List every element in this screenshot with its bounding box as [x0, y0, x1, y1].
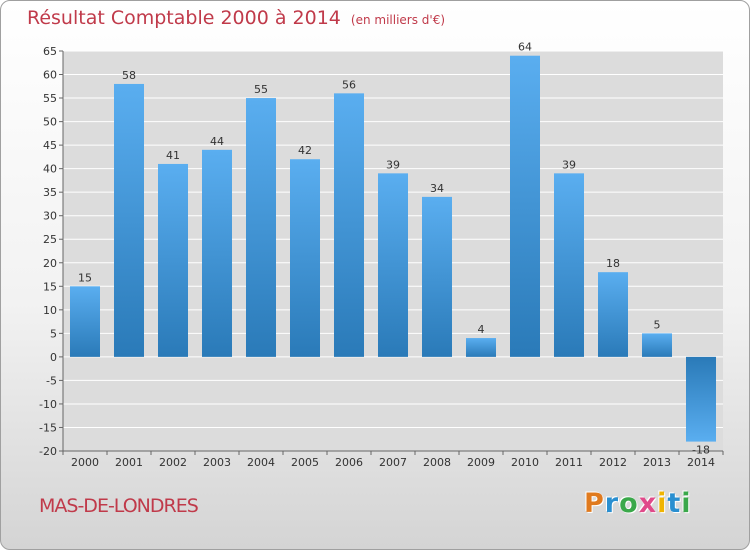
y-tick-label: 30 [43, 210, 57, 223]
x-tick-label: 2005 [291, 456, 319, 469]
data-label-2002: 41 [166, 149, 180, 162]
y-tick-label: 25 [43, 233, 57, 246]
x-tick-label: 2013 [643, 456, 671, 469]
x-tick-label: 2009 [467, 456, 495, 469]
data-label-2006: 56 [342, 78, 356, 91]
logo-letter: P [584, 488, 605, 519]
data-label-2011: 39 [562, 158, 576, 171]
x-tick-label: 2002 [159, 456, 187, 469]
data-labels: 15 58 41 44 55 42 56 39 34 4 64 39 18 5 -18 [78, 41, 710, 457]
proxiti-logo: Proxiti [584, 488, 692, 519]
y-tick-label: 60 [43, 69, 57, 82]
y-tick-label: 35 [43, 186, 57, 199]
y-tick-label: 55 [43, 92, 57, 105]
bar-2006 [334, 93, 364, 357]
bar-2014 [686, 356, 716, 442]
bar-2000 [70, 286, 100, 357]
y-tick-label: -20 [39, 445, 57, 458]
x-tick-label: 2014 [687, 456, 715, 469]
bar-2012 [598, 272, 628, 357]
bar-2008 [422, 196, 452, 357]
data-label-2000: 15 [78, 271, 92, 284]
commune-name: MAS-DE-LONDRES [39, 495, 199, 517]
y-tick-label: -10 [39, 398, 57, 411]
data-label-2004: 55 [254, 83, 268, 96]
bar-2010 [510, 55, 540, 357]
y-tick-label: 0 [50, 351, 57, 364]
y-tick-label: 45 [43, 139, 57, 152]
y-tick-label: 40 [43, 163, 57, 176]
chart-title: Résultat Comptable 2000 à 2014 (en millie… [27, 7, 446, 29]
y-tick-label: -5 [46, 374, 57, 387]
data-label-2010: 64 [518, 41, 532, 54]
data-label-2003: 44 [210, 135, 224, 148]
logo-letter: o [619, 488, 639, 519]
bar-2009 [466, 338, 496, 357]
data-label-2008: 34 [430, 182, 444, 195]
y-tick-label: 15 [43, 280, 57, 293]
logo-letter: i [657, 488, 668, 519]
logo-letter: t [667, 488, 682, 519]
bar-2001 [114, 83, 144, 357]
data-label-2009: 4 [478, 323, 485, 336]
bars [70, 55, 716, 442]
y-tick-label: 20 [43, 257, 57, 270]
logo-letter: x [638, 488, 658, 519]
bar-2003 [202, 149, 232, 357]
bar-2002 [158, 163, 188, 357]
y-tick-label: 10 [43, 304, 57, 317]
x-tick-label: 2004 [247, 456, 275, 469]
y-tick-label: -15 [39, 421, 57, 434]
bar-2004 [246, 98, 276, 357]
data-label-2007: 39 [386, 158, 400, 171]
x-tick-label: 2000 [71, 456, 99, 469]
chart-subtitle: (en milliers d'€) [350, 13, 446, 27]
y-tick-label: 65 [43, 45, 57, 58]
bar-2011 [554, 173, 584, 357]
x-tick-label: 2010 [511, 456, 539, 469]
y-axis: -20 -15 -10 -5 0 5 10 15 20 25 30 35 40 45 50 55 60 65 [39, 45, 64, 458]
x-tick-label: 2006 [335, 456, 363, 469]
x-tick-label: 2001 [115, 456, 143, 469]
logo-letter: r [604, 488, 620, 519]
bar-2005 [290, 159, 320, 357]
y-tick-label: 5 [50, 327, 57, 340]
bar-2007 [378, 173, 408, 357]
x-axis: 2000 2001 2002 2003 2004 2005 2006 2007 2008 2009… [62, 450, 724, 469]
data-label-2005: 42 [298, 144, 312, 157]
data-label-2013: 5 [654, 318, 661, 331]
x-tick-label: 2008 [423, 456, 451, 469]
logo-letter: i [681, 488, 692, 519]
y-tick-label: 50 [43, 116, 57, 129]
data-label-2001: 58 [122, 69, 136, 82]
x-tick-label: 2007 [379, 456, 407, 469]
x-tick-label: 2003 [203, 456, 231, 469]
bar-2013 [642, 333, 672, 357]
x-tick-label: 2011 [555, 456, 583, 469]
data-label-2014: -18 [692, 444, 710, 457]
x-tick-label: 2012 [599, 456, 627, 469]
data-label-2012: 18 [606, 257, 620, 270]
